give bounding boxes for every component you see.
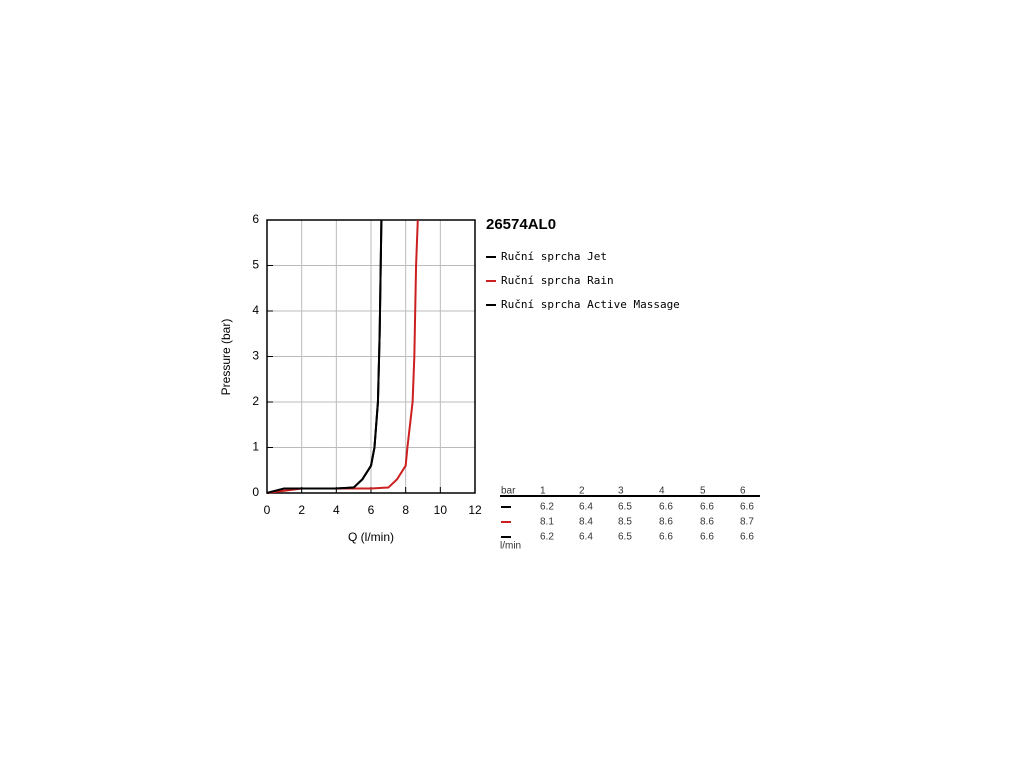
table-header: 5 [700,486,706,497]
y-tick-label: 5 [252,258,259,272]
table-cell: 8.6 [700,517,714,528]
x-axis-label: Q (l/min) [348,530,394,544]
legend-label: Ruční sprcha Rain [501,274,614,287]
y-tick-label: 6 [252,212,259,226]
legend-label: Ruční sprcha Jet [501,250,607,263]
chart-title: 26574AL0 [486,216,556,233]
table-cell: 8.5 [618,517,632,528]
x-tick-label: 8 [402,503,409,517]
plot-frame [266,219,476,494]
table-cell: 8.7 [740,517,754,528]
legend-label: Ruční sprcha Active Massage [501,298,680,311]
y-tick-label: 4 [252,303,259,317]
x-tick-label: 4 [333,503,340,517]
table-header: 4 [659,486,665,497]
table-header: bar [501,486,516,497]
table-cell: 6.6 [659,502,673,513]
series-line [266,219,383,494]
y-axis-label: Pressure (bar) [219,319,233,396]
table-cell: 6.5 [618,502,632,513]
table-cell: 6.4 [579,502,593,513]
y-tick-label: 0 [252,485,259,499]
table-cell: 6.6 [700,532,714,543]
table-cell: 6.2 [540,532,554,543]
table-header: 3 [618,486,624,497]
x-tick-label: 10 [434,503,448,517]
table-cell: 6.2 [540,502,554,513]
y-tick-label: 2 [252,394,259,408]
table-header: 6 [740,486,746,497]
table-cell: 6.6 [700,502,714,513]
table-cell: 6.5 [618,532,632,543]
x-tick-label: 12 [468,503,482,517]
x-tick-label: 6 [368,503,375,517]
table-cell: 6.6 [740,532,754,543]
table-cell: 6.4 [579,532,593,543]
table-cell: 6.6 [740,502,754,513]
table-cell: 8.6 [659,517,673,528]
table-cell: 6.6 [659,532,673,543]
table-header: 1 [540,486,546,497]
table-cell: 8.4 [579,517,593,528]
table-cell: 8.1 [540,517,554,528]
x-tick-label: 2 [298,503,305,517]
y-tick-label: 1 [252,440,259,454]
table-unit: l/min [500,541,521,552]
x-tick-label: 0 [264,503,271,517]
y-tick-label: 3 [252,349,259,363]
table-header: 2 [579,486,585,497]
